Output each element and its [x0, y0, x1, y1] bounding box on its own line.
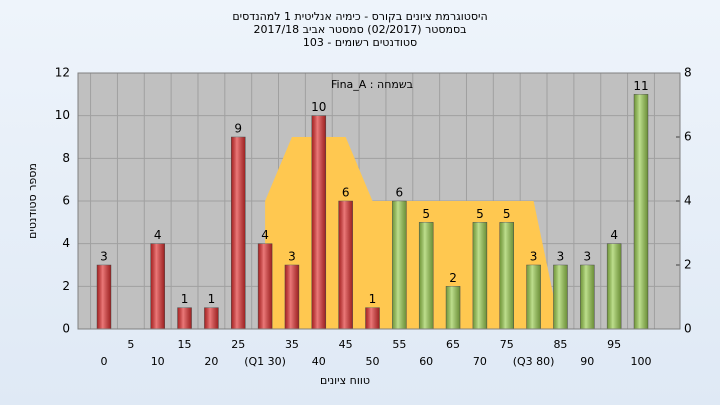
x-tick-label: 5: [127, 338, 134, 351]
x-tick-label: 70: [473, 355, 487, 368]
value-label: 5: [476, 207, 484, 221]
x-tick-label: 50: [366, 355, 380, 368]
y-tick-label: 6: [62, 194, 70, 208]
value-label: 3: [100, 250, 108, 264]
bar-shine: [150, 243, 165, 329]
bar-shine: [338, 201, 353, 329]
y2-tick-label: 2: [684, 258, 692, 272]
bar-shine: [231, 137, 246, 329]
value-label: 3: [583, 250, 591, 264]
chart-subtitle: בסמסטר (02/2017) סמסטר אביב 2017/18: [253, 23, 466, 36]
value-label: 1: [208, 292, 216, 306]
bar-shine: [258, 243, 273, 329]
value-label: 3: [557, 250, 565, 264]
annotation: Fina_A : בשמחה: [331, 78, 413, 91]
x-tick-label: (Q3 80): [513, 355, 555, 368]
x-tick-label: 45: [339, 338, 353, 351]
y2-tick-label: 4: [684, 194, 692, 208]
x-tick-label: 75: [500, 338, 514, 351]
value-label: 6: [396, 186, 404, 200]
bar-shine: [446, 286, 461, 329]
bar-shine: [472, 222, 487, 329]
bar-shine: [311, 115, 326, 330]
x-tick-label: (Q1 30): [244, 355, 286, 368]
bar-shine: [365, 307, 380, 329]
value-label: 10: [311, 100, 326, 114]
value-label: 3: [530, 250, 538, 264]
x-tick-label: 40: [312, 355, 326, 368]
x-tick-label: 90: [580, 355, 594, 368]
value-label: 3: [288, 250, 296, 264]
bar-shine: [526, 265, 541, 329]
chart-subtitle: סטודנטים רשומים - 103: [303, 36, 417, 49]
x-tick-label: 65: [446, 338, 460, 351]
y-tick-label: 8: [62, 151, 70, 165]
bar-shine: [553, 265, 568, 329]
chart-title: היסטוגרמת ציונים בקורס - כימיה אנליטית 1…: [232, 10, 487, 23]
bar-shine: [419, 222, 434, 329]
value-label: 4: [154, 228, 162, 242]
y2-tick-label: 8: [684, 66, 692, 80]
x-tick-label: 60: [419, 355, 433, 368]
value-label: 4: [261, 228, 269, 242]
value-label: 2: [449, 271, 457, 285]
value-label: 11: [633, 79, 648, 93]
bar-shine: [284, 265, 299, 329]
x-tick-label: 100: [631, 355, 652, 368]
value-label: 5: [503, 207, 511, 221]
bar-shine: [580, 265, 595, 329]
value-label: 1: [181, 292, 189, 306]
value-label: 9: [234, 122, 242, 136]
x-tick-label: 55: [392, 338, 406, 351]
y2-tick-label: 6: [684, 130, 692, 144]
x-tick-label: 15: [178, 338, 192, 351]
x-tick-label: 20: [204, 355, 218, 368]
bar-shine: [97, 265, 111, 329]
x-axis-label: טווח ציונים: [320, 374, 370, 387]
bar-shine: [204, 307, 219, 329]
x-tick-label: 35: [285, 338, 299, 351]
plot-border: [77, 72, 681, 330]
value-label: 5: [422, 207, 430, 221]
x-tick-label: 10: [151, 355, 165, 368]
x-tick-label: 0: [101, 355, 108, 368]
y-tick-label: 12: [55, 66, 70, 80]
x-tick-label: 95: [607, 338, 621, 351]
bar-shine: [634, 94, 648, 329]
y-tick-label: 10: [55, 108, 70, 122]
y-axis-label: מספר סטודנטים: [26, 163, 39, 239]
bar-shine: [499, 222, 514, 329]
y-tick-label: 4: [62, 236, 70, 250]
y-tick-label: 2: [62, 279, 70, 293]
y-tick-label: 0: [62, 322, 70, 336]
y2-tick-label: 0: [684, 322, 692, 336]
value-label: 1: [369, 292, 377, 306]
bar-shine: [607, 243, 622, 329]
value-label: 6: [342, 186, 350, 200]
x-tick-label: 25: [231, 338, 245, 351]
value-label: 4: [610, 228, 618, 242]
bar-shine: [177, 307, 192, 329]
bar-shine: [392, 201, 407, 329]
x-tick-label: 85: [553, 338, 567, 351]
